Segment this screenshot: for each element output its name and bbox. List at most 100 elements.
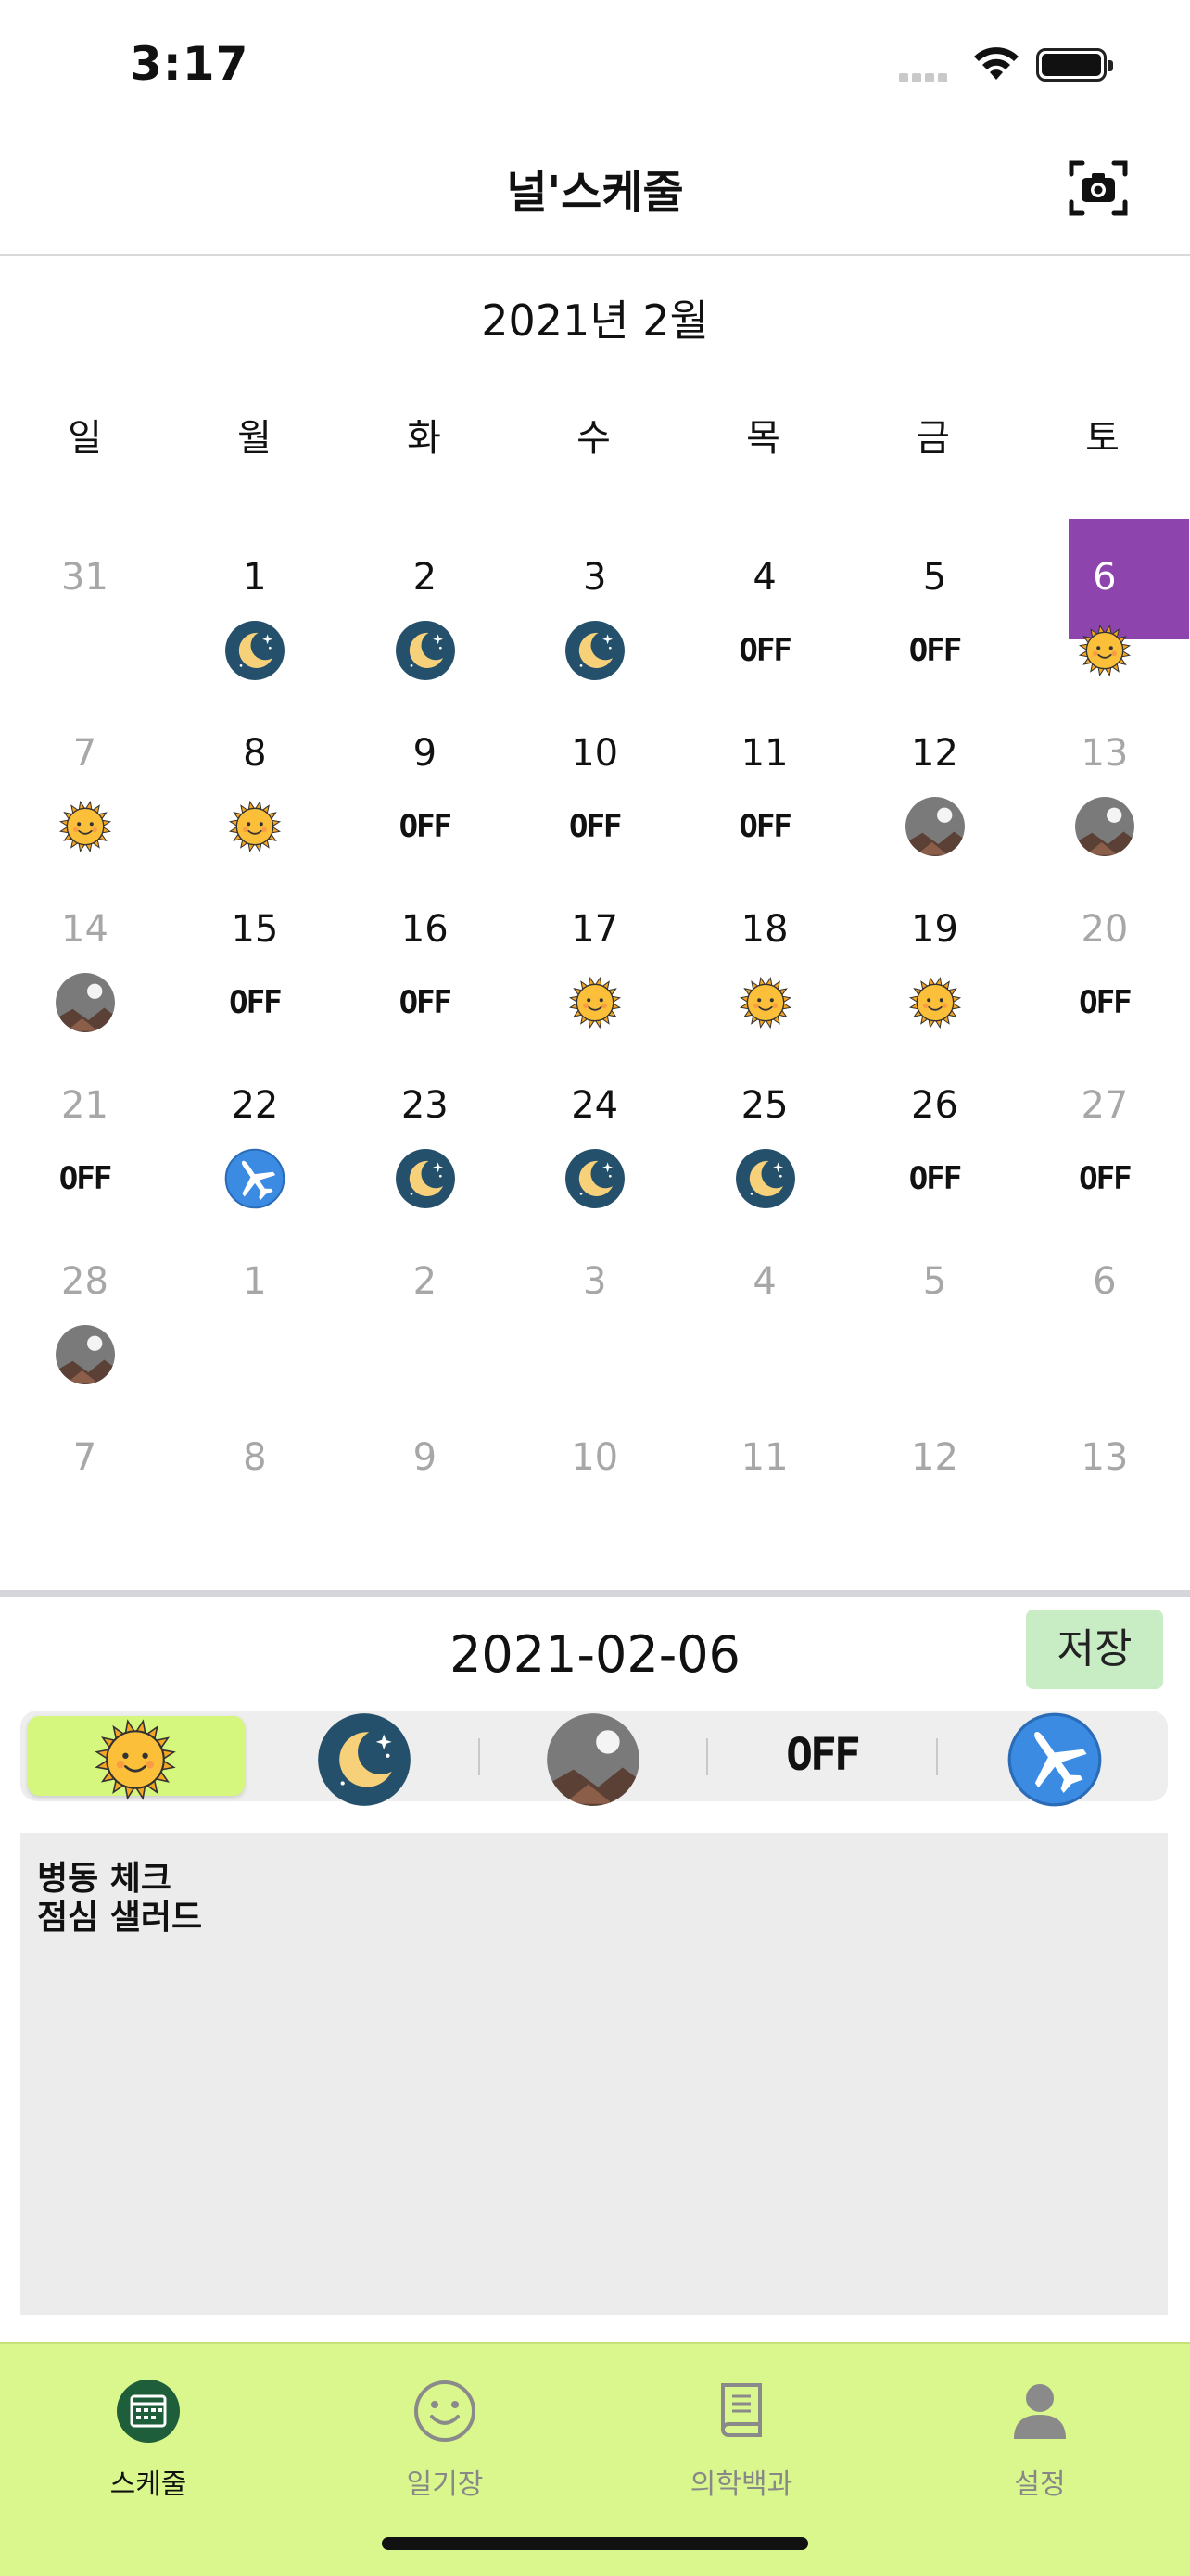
day-number: 23 xyxy=(400,1084,449,1127)
calendar-day[interactable]: 7 xyxy=(0,1381,170,1557)
calendar-day[interactable]: 22 xyxy=(170,1029,339,1209)
calendar-day[interactable]: 31 xyxy=(0,500,170,676)
moon-icon xyxy=(563,1147,627,1210)
person-icon xyxy=(1014,2384,1066,2439)
day-number: 8 xyxy=(243,732,267,775)
day-number: 31 xyxy=(61,556,108,599)
memo-line: 병동 체크 xyxy=(37,1860,172,1898)
weekday-label: 금 xyxy=(916,417,950,460)
calendar-day[interactable]: 21 OFF xyxy=(0,1029,170,1205)
calendar-day[interactable]: 28 xyxy=(0,1205,170,1384)
calendar-day[interactable]: 1 xyxy=(170,1205,339,1381)
mountain-icon[interactable] xyxy=(544,1711,642,1809)
calendar-day-selected[interactable]: 6 xyxy=(1019,500,1190,677)
calendar-day[interactable]: 5 xyxy=(850,1205,1019,1381)
segment-divider xyxy=(478,1738,480,1775)
calendar-day[interactable]: 15 OFF xyxy=(170,852,339,1029)
calendar-day[interactable]: 13 xyxy=(1019,1381,1189,1557)
mountain-icon xyxy=(54,1323,117,1386)
shift-type-selector: OFF xyxy=(20,1711,1168,1807)
calendar-day[interactable]: 27 OFF xyxy=(1019,1029,1189,1205)
day-number: 12 xyxy=(911,732,958,775)
off-label: OFF xyxy=(908,632,962,669)
airplane-icon xyxy=(223,1147,286,1210)
calendar-day[interactable]: 5 OFF xyxy=(850,500,1019,676)
calendar-day[interactable]: 2 xyxy=(340,1205,510,1381)
calendar-day[interactable]: 13 xyxy=(1019,676,1189,856)
off-label: OFF xyxy=(739,808,791,845)
calendar-day[interactable]: 3 xyxy=(510,500,679,680)
off-label: OFF xyxy=(568,808,622,845)
day-number: 11 xyxy=(741,732,789,775)
day-number: 4 xyxy=(753,1260,777,1303)
selected-day-highlight xyxy=(1069,519,1190,639)
calendar-day[interactable]: 8 xyxy=(170,676,339,853)
off-label: OFF xyxy=(399,984,452,1021)
day-number: 6 xyxy=(1093,556,1117,599)
sun-icon xyxy=(563,971,627,1034)
tab-label: 일기장 xyxy=(406,2469,484,2501)
calendar-day[interactable]: 4 OFF xyxy=(680,500,850,676)
weekday-label: 월 xyxy=(237,417,272,460)
calendar-day[interactable]: 16 OFF xyxy=(340,852,510,1029)
home-indicator xyxy=(382,2537,808,2550)
sun-icon[interactable] xyxy=(86,1711,184,1809)
off-label: OFF xyxy=(58,1160,112,1197)
calendar-day[interactable]: 4 xyxy=(680,1205,850,1381)
weekday-label: 수 xyxy=(576,417,611,460)
calendar-day[interactable]: 1 xyxy=(170,500,339,680)
calendar-day[interactable]: 19 xyxy=(850,852,1019,1029)
moon-icon xyxy=(223,619,286,682)
day-number: 12 xyxy=(911,1436,958,1479)
calendar-day[interactable]: 3 xyxy=(510,1205,679,1381)
day-number: 2 xyxy=(412,1260,437,1303)
mountain-icon xyxy=(54,971,117,1034)
day-number: 15 xyxy=(231,908,279,951)
weekday-label: 일 xyxy=(68,417,102,460)
day-number: 7 xyxy=(72,1436,97,1479)
calendar-day[interactable]: 6 xyxy=(1019,1205,1189,1381)
memo-textarea[interactable]: 병동 체크 점심 샐러드 xyxy=(20,1833,1168,2315)
calendar-day[interactable]: 11 OFF xyxy=(680,676,850,852)
calendar-day[interactable]: 26 OFF xyxy=(850,1029,1019,1205)
day-number: 17 xyxy=(571,908,619,951)
sun-icon xyxy=(1073,619,1136,682)
calendar-day[interactable]: 9 OFF xyxy=(340,676,510,852)
calendar-day[interactable]: 25 xyxy=(680,1029,850,1208)
day-number: 22 xyxy=(231,1084,279,1127)
calendar-day[interactable]: 17 xyxy=(510,852,679,1029)
calendar-day[interactable]: 2 xyxy=(340,500,510,680)
calendar-day[interactable]: 12 xyxy=(850,1381,1019,1557)
day-number: 25 xyxy=(741,1084,789,1127)
off-label: OFF xyxy=(908,1160,962,1197)
weekday-label: 화 xyxy=(407,417,441,460)
calendar-day[interactable]: 24 xyxy=(510,1029,679,1208)
day-number: 26 xyxy=(911,1084,958,1127)
moon-icon[interactable] xyxy=(315,1711,413,1809)
battery-icon xyxy=(1036,48,1113,82)
save-button[interactable]: 저장 xyxy=(1026,1610,1163,1689)
calendar-day[interactable]: 9 xyxy=(340,1381,510,1557)
day-number: 5 xyxy=(922,1260,947,1303)
calendar-day[interactable]: 18 xyxy=(680,852,850,1029)
calendar-icon xyxy=(117,2380,180,2443)
calendar-day[interactable]: 11 xyxy=(680,1381,850,1557)
off-option[interactable]: OFF xyxy=(786,1729,861,1781)
airplane-icon[interactable] xyxy=(1006,1711,1104,1809)
calendar-day[interactable]: 20 OFF xyxy=(1019,852,1189,1029)
calendar-day[interactable]: 14 xyxy=(0,852,170,1032)
camera-icon[interactable] xyxy=(1068,158,1129,219)
sun-icon xyxy=(223,795,286,858)
day-number: 6 xyxy=(1093,1260,1117,1303)
calendar-day[interactable]: 8 xyxy=(170,1381,339,1557)
wifi-icon xyxy=(974,47,1019,80)
calendar-day[interactable]: 10 xyxy=(510,1381,679,1557)
calendar-day[interactable]: 10 OFF xyxy=(510,676,679,852)
calendar-day[interactable]: 7 xyxy=(0,676,170,853)
off-label: OFF xyxy=(399,808,452,845)
memo-line: 점심 샐러드 xyxy=(37,1899,203,1937)
day-number: 19 xyxy=(911,908,958,951)
calendar-day[interactable]: 12 xyxy=(850,676,1019,856)
status-time: 3:17 xyxy=(130,37,249,91)
calendar-day[interactable]: 23 xyxy=(340,1029,510,1208)
